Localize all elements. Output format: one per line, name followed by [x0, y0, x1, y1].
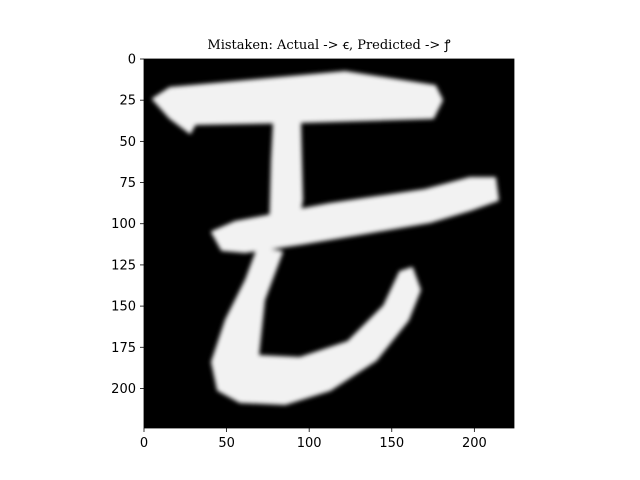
glyph-stroke-hook — [211, 247, 421, 405]
y-tick-label: 100 — [111, 217, 136, 232]
glyph-strokes — [152, 71, 499, 405]
y-tick-label: 75 — [119, 176, 136, 191]
x-tick-label: 200 — [462, 436, 487, 451]
x-axis: 0 50 100 150 200 — [140, 428, 487, 451]
y-tick-label: 0 — [128, 53, 136, 68]
glyph-stroke-middle-bar — [211, 177, 499, 253]
y-tick-label: 25 — [119, 94, 136, 109]
y-tick-label: 50 — [119, 135, 136, 150]
x-tick-label: 50 — [218, 436, 235, 451]
y-tick-label: 150 — [111, 300, 136, 315]
x-tick-label: 0 — [140, 436, 148, 451]
y-tick-label: 200 — [111, 382, 136, 397]
x-tick-label: 100 — [297, 436, 322, 451]
x-tick-label: 150 — [379, 436, 404, 451]
y-tick-label: 175 — [111, 341, 136, 356]
y-axis: 0 25 50 75 100 125 150 175 200 — [111, 53, 144, 397]
y-tick-label: 125 — [111, 258, 136, 273]
axes-frame — [143, 58, 515, 429]
glyph-image — [144, 59, 514, 428]
figure-title: Mistaken: Actual -> ꞓ, Predicted -> ꝭ — [207, 38, 450, 53]
glyph-stroke-top-bar — [152, 71, 443, 134]
